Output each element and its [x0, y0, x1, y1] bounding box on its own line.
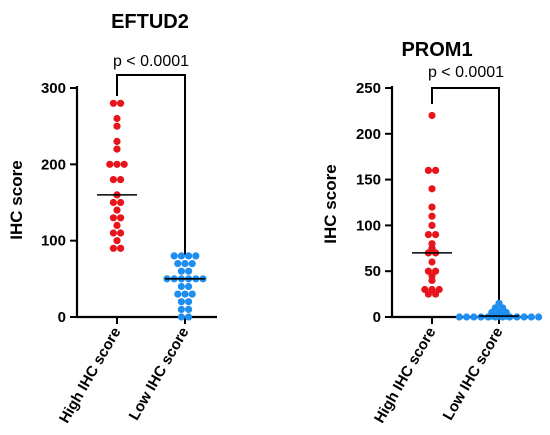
data-point-high	[109, 176, 117, 184]
data-point-low	[477, 313, 485, 321]
data-point-high	[432, 166, 440, 174]
data-point-low	[455, 313, 463, 321]
data-point-high	[113, 137, 121, 145]
data-point-high	[424, 166, 432, 174]
data-point-low	[188, 260, 196, 268]
data-point-high	[428, 258, 436, 266]
data-point-low	[513, 313, 521, 321]
data-point-low	[174, 290, 182, 298]
data-point-low	[470, 313, 478, 321]
data-point-high	[428, 285, 436, 294]
data-point-high	[428, 221, 436, 229]
data-point-high	[117, 99, 125, 107]
data-point-low	[185, 298, 193, 306]
data-point-high	[428, 185, 436, 193]
y-tick-label: 200	[356, 126, 381, 143]
data-point-high	[113, 206, 121, 214]
y-tick-label: 100	[41, 233, 66, 250]
data-point-high	[432, 267, 440, 275]
data-point-high	[117, 176, 125, 184]
data-point-high	[435, 285, 443, 294]
data-points	[421, 111, 543, 321]
category-label-low: Low IHC score	[126, 325, 193, 424]
data-point-low	[535, 313, 543, 321]
data-point-low	[188, 290, 196, 298]
y-ticks: 0 50 100 150 200 250	[356, 80, 392, 326]
y-axis-label: IHC score	[321, 164, 340, 243]
panel-eftud2: EFTUD2 IHC score 0 100 200 300 p < 0.0001 H…	[7, 11, 217, 426]
y-tick-label: 150	[356, 172, 381, 189]
data-point-high	[109, 229, 117, 237]
p-value-annotation: p < 0.0001	[113, 53, 189, 70]
p-value-annotation: p < 0.0001	[428, 64, 504, 81]
data-point-high	[113, 145, 121, 153]
y-tick-label: 250	[356, 80, 381, 97]
data-point-low	[177, 305, 185, 313]
chart-title: PROM1	[401, 39, 472, 61]
panel-prom1: PROM1 IHC score 0 50 100 150 200 250 p < 0.00…	[321, 39, 543, 427]
data-point-high	[117, 229, 125, 237]
category-label-low: Low IHC score	[440, 325, 507, 424]
data-point-low	[174, 260, 182, 268]
data-point-high	[113, 114, 121, 123]
data-point-high	[117, 214, 125, 222]
data-point-low	[527, 313, 536, 321]
data-point-high	[424, 231, 432, 239]
data-point-low	[495, 299, 503, 307]
y-tick-label: 300	[41, 80, 66, 97]
data-point-high	[109, 214, 117, 222]
data-point-high	[428, 111, 436, 120]
data-point-high	[117, 244, 125, 252]
data-point-low	[185, 252, 193, 260]
data-point-high	[117, 198, 125, 207]
data-point-high	[120, 160, 128, 168]
data-point-low	[177, 313, 185, 321]
data-point-low	[185, 305, 193, 313]
data-point-low	[177, 252, 185, 260]
y-tick-label: 0	[58, 309, 66, 326]
data-point-high	[432, 231, 440, 239]
data-point-high	[109, 244, 117, 252]
category-label-high: High IHC score	[56, 325, 124, 427]
data-point-high	[428, 203, 436, 211]
data-point-low	[181, 260, 189, 268]
data-points	[106, 99, 207, 321]
data-point-low	[185, 282, 193, 291]
data-point-high	[421, 285, 429, 294]
data-point-high	[113, 237, 121, 245]
data-point-high	[113, 221, 121, 229]
data-point-low	[463, 313, 471, 321]
category-label-high: High IHC score	[371, 325, 439, 427]
data-point-high	[109, 99, 117, 107]
data-point-high	[113, 160, 121, 168]
data-point-low	[177, 267, 185, 275]
data-point-low	[185, 313, 193, 321]
y-ticks: 0 100 200 300	[41, 80, 77, 326]
y-tick-label: 0	[373, 309, 381, 326]
data-point-low	[181, 290, 189, 298]
data-point-low	[520, 313, 528, 321]
y-tick-label: 100	[356, 217, 381, 234]
y-axis-label: IHC score	[7, 160, 26, 239]
data-point-low	[177, 298, 185, 306]
data-point-low	[192, 252, 200, 260]
data-point-high	[106, 160, 114, 168]
data-point-high	[113, 122, 121, 130]
x-ticks	[116, 317, 186, 324]
data-point-high	[428, 240, 436, 248]
chart-title: EFTUD2	[111, 11, 189, 33]
significance-bracket	[431, 87, 500, 300]
significance-bracket	[116, 74, 186, 255]
data-point-high	[428, 212, 436, 220]
data-point-high	[424, 267, 432, 275]
y-tick-label: 50	[364, 263, 381, 280]
data-point-low	[185, 267, 193, 275]
data-point-high	[109, 198, 117, 207]
data-point-low	[177, 282, 185, 291]
data-point-low	[170, 252, 178, 260]
y-tick-label: 200	[41, 156, 66, 173]
